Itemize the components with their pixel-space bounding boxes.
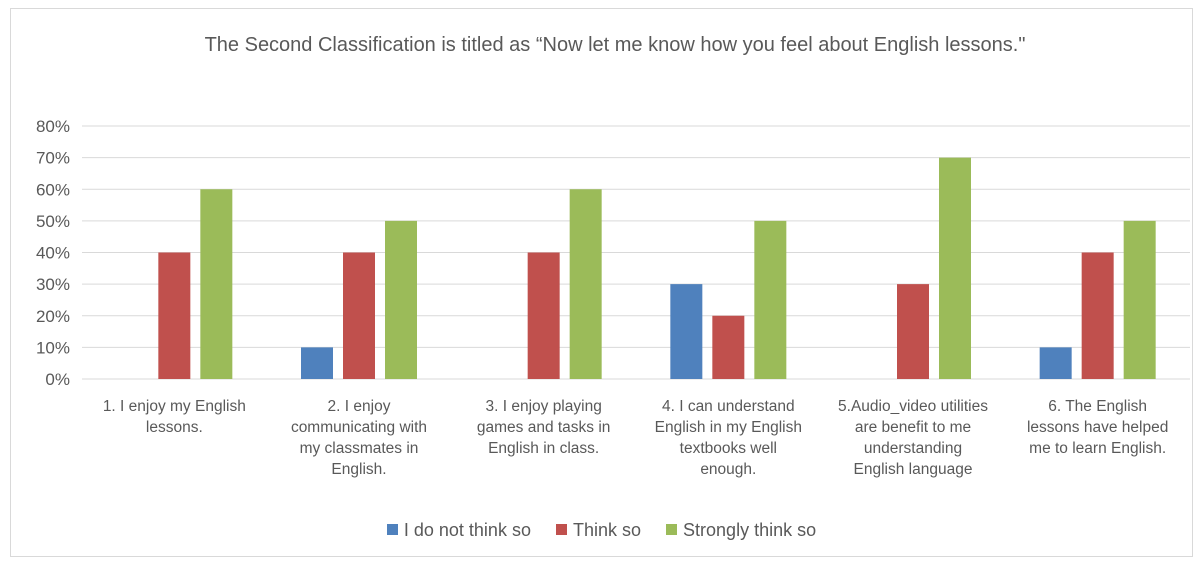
y-tick-label: 70% <box>36 149 70 168</box>
y-tick-label: 40% <box>36 244 70 263</box>
y-tick-label: 50% <box>36 212 70 231</box>
bar-think <box>343 252 375 379</box>
bar-strongly-think <box>939 157 971 379</box>
bar-think <box>897 284 929 379</box>
x-tick-label: 2. I enjoy communicating with my classma… <box>290 398 428 478</box>
legend-label-0: I do not think so <box>403 520 531 540</box>
x-tick-label: 3. I enjoy playing games and tasks in En… <box>476 398 611 457</box>
y-tick-label: 30% <box>36 275 70 294</box>
bar-strongly-think <box>569 189 602 379</box>
y-tick-label: 0% <box>45 370 70 389</box>
bar-strongly-think <box>1123 220 1156 379</box>
bar-strongly-think <box>385 220 417 379</box>
bar-not-think <box>1039 347 1072 379</box>
x-tick-label: 6. The English lessons have helped me to… <box>1026 398 1169 457</box>
y-tick-label: 10% <box>36 338 70 357</box>
x-tick-label: 5.Audio_video utilities are benefit to m… <box>838 398 988 478</box>
y-tick-label: 60% <box>36 180 70 199</box>
bar-strongly-think <box>200 189 233 379</box>
bar-think <box>1081 252 1114 379</box>
bar-think <box>712 315 745 379</box>
bar-think <box>158 252 191 379</box>
legend-label-1: Think so <box>572 520 642 540</box>
chart-title: The Second Classification is titled as “… <box>204 34 1026 56</box>
legend-swatch-0 <box>386 524 398 535</box>
bar-think <box>527 252 560 379</box>
legend-swatch-2 <box>666 524 678 535</box>
chart-legend: I do not think so Think so Strongly thin… <box>0 518 1203 542</box>
legend-item-2: Strongly think so <box>666 518 816 542</box>
bar-strongly-think <box>754 220 787 379</box>
bar-not-think <box>301 347 333 379</box>
x-tick-label: 4. I can understand English in my Englis… <box>654 398 802 478</box>
legend-swatch-1 <box>555 524 567 535</box>
legend-label-2: Strongly think so <box>683 520 817 540</box>
y-tick-label: 20% <box>36 307 70 326</box>
x-tick-label: 1. I enjoy my English lessons. <box>102 398 246 436</box>
legend-item-0: I do not think so <box>386 518 531 542</box>
legend-item-1: Think so <box>555 518 642 542</box>
bar-not-think <box>670 284 703 379</box>
y-tick-label: 80% <box>36 117 70 136</box>
